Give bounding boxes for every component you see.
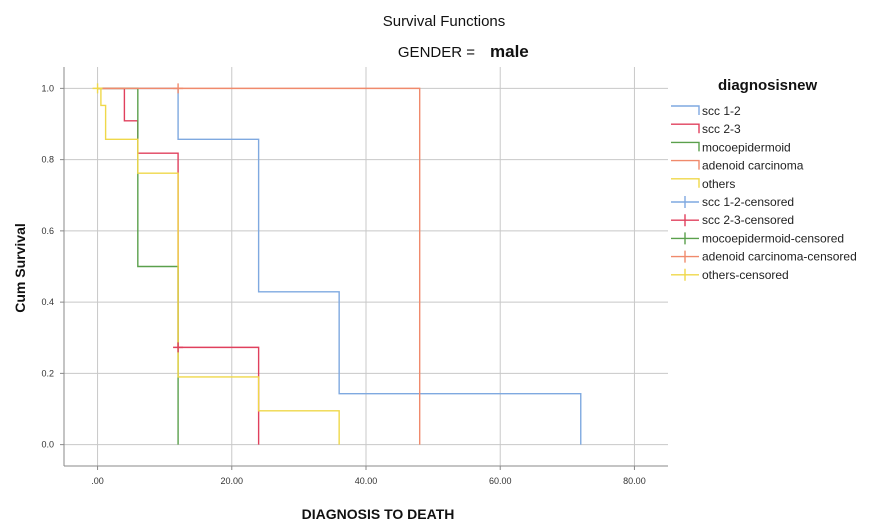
legend-swatch-10 <box>671 268 699 281</box>
survival-line-5 <box>97 87 340 445</box>
legend-item-8: mocoepidermoid-censored <box>671 231 844 245</box>
legend-label-9: adenoid carcinoma-censored <box>702 250 857 264</box>
legend-label-8: mocoepidermoid-censored <box>702 231 844 245</box>
legend-label-4: adenoid carcinoma <box>702 159 804 173</box>
legend-item-4: adenoid carcinoma <box>671 159 804 173</box>
legend-label-6: scc 1-2-censored <box>702 195 794 209</box>
legend-swatch-9 <box>671 250 699 263</box>
y-tick-label-4: 0.8 <box>41 155 54 165</box>
legend-item-6: scc 1-2-censored <box>671 195 794 209</box>
x-tick-label-2: 40.00 <box>355 476 378 486</box>
legend-item-5: others <box>671 177 735 191</box>
y-tick-label-1: 0.2 <box>41 368 54 378</box>
survival-line-1 <box>97 87 582 445</box>
legend-item-7: scc 2-3-censored <box>671 213 794 227</box>
legend-item-1: scc 1-2 <box>671 104 741 118</box>
chart-title: Survival Functions <box>383 13 506 30</box>
y-tick-label-0: 0.0 <box>41 440 54 450</box>
x-tick-label-4: 80.00 <box>623 476 646 486</box>
y-tick-label-3: 0.6 <box>41 226 54 236</box>
legend-item-10: others-censored <box>671 268 789 282</box>
x-tick-label-3: 60.00 <box>489 476 512 486</box>
legend: diagnosisnew scc 1-2 scc 2-3 mocoepidermoi… <box>671 77 857 282</box>
legend-items: scc 1-2 scc 2-3 mocoepidermoid adenoid carc… <box>671 104 857 282</box>
censor-layer <box>92 83 184 353</box>
censor-mark-2-1 <box>173 342 184 353</box>
legend-item-9: adenoid carcinoma-censored <box>671 250 857 264</box>
censor-mark-5-1 <box>92 83 103 94</box>
legend-item-2: scc 2-3 <box>671 122 741 136</box>
legend-label-3: mocoepidermoid <box>702 140 791 154</box>
legend-swatch-1 <box>671 105 700 115</box>
x-tick-label-1: 20.00 <box>221 476 244 486</box>
x-tick-label-0: .00 <box>91 476 104 486</box>
legend-title: diagnosisnew <box>718 77 818 94</box>
survival-line-4 <box>97 87 421 445</box>
tick-labels: .00 20.00 40.00 60.00 80.00 0.0 0.2 0.4 0.6 0.8 1.… <box>41 83 645 486</box>
axes <box>60 67 668 470</box>
legend-label-5: others <box>702 177 735 191</box>
series-layer <box>97 87 582 445</box>
legend-swatch-2 <box>671 123 700 134</box>
legend-label-10: others-censored <box>702 268 789 282</box>
legend-swatch-8 <box>671 232 699 245</box>
y-tick-label-5: 1.0 <box>41 83 54 93</box>
plot-area: .00 20.00 40.00 60.00 80.00 0.0 0.2 0.4 0.6 0.8 1.… <box>41 67 668 486</box>
legend-label-7: scc 2-3-censored <box>702 213 794 227</box>
y-axis-label: Cum Survival <box>12 223 28 312</box>
legend-swatch-5 <box>671 178 700 188</box>
y-tick-label-2: 0.4 <box>41 297 54 307</box>
legend-swatch-7 <box>671 214 699 227</box>
legend-swatch-6 <box>671 196 699 208</box>
legend-label-1: scc 1-2 <box>702 104 741 118</box>
legend-swatch-4 <box>671 159 700 170</box>
legend-label-2: scc 2-3 <box>702 122 741 136</box>
legend-item-3: mocoepidermoid <box>671 140 791 154</box>
legend-swatch-3 <box>671 141 700 152</box>
x-axis-label: DIAGNOSIS TO DEATH <box>302 506 455 522</box>
censor-mark-4-1 <box>173 83 184 94</box>
chart-subtitle-label: GENDER = <box>398 44 475 61</box>
chart-subtitle-value: male <box>490 42 529 61</box>
